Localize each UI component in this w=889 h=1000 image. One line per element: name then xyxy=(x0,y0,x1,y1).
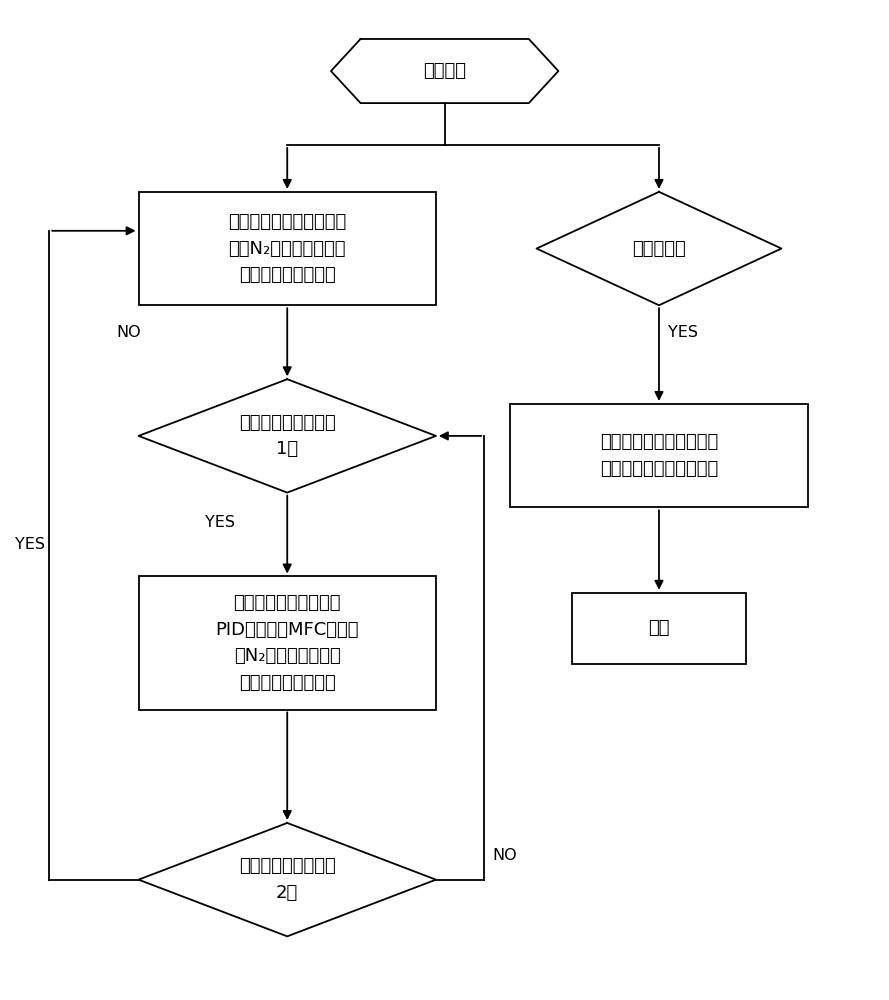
Polygon shape xyxy=(139,823,436,936)
Text: YES: YES xyxy=(15,537,45,552)
Text: 控制启动: 控制启动 xyxy=(423,62,466,80)
Text: 进气阀均打开并以最大流
量通N₂，排气阀打开，
快速置换空气阀关闭: 进气阀均打开并以最大流 量通N₂，排气阀打开， 快速置换空气阀关闭 xyxy=(228,213,347,284)
Text: 控制停止？: 控制停止？ xyxy=(632,240,686,258)
Bar xyxy=(139,576,436,710)
Bar xyxy=(572,593,747,664)
Polygon shape xyxy=(139,379,436,493)
Bar xyxy=(139,192,436,305)
Text: NO: NO xyxy=(116,325,141,340)
Text: NO: NO xyxy=(493,848,517,862)
Text: 进气阀均关闭，排气阀打
开，快速置换空气阀打开: 进气阀均关闭，排气阀打 开，快速置换空气阀打开 xyxy=(600,433,718,478)
Text: 直通进气阀关闭并通过
PID算法计算MFC设定值
通N₂，排气阀关闭，
快速置换空气阀关闭: 直通进气阀关闭并通过 PID算法计算MFC设定值 通N₂，排气阀关闭， 快速置换… xyxy=(215,594,359,692)
Text: 氧气含量高于临界值
2？: 氧气含量高于临界值 2？ xyxy=(239,857,336,902)
Text: 结束: 结束 xyxy=(648,619,669,637)
Polygon shape xyxy=(537,192,781,305)
Text: YES: YES xyxy=(668,325,698,340)
Text: YES: YES xyxy=(204,515,235,530)
Bar xyxy=(510,404,808,507)
Text: 氧气含量低于临界值
1？: 氧气含量低于临界值 1？ xyxy=(239,414,336,458)
Polygon shape xyxy=(331,39,558,103)
